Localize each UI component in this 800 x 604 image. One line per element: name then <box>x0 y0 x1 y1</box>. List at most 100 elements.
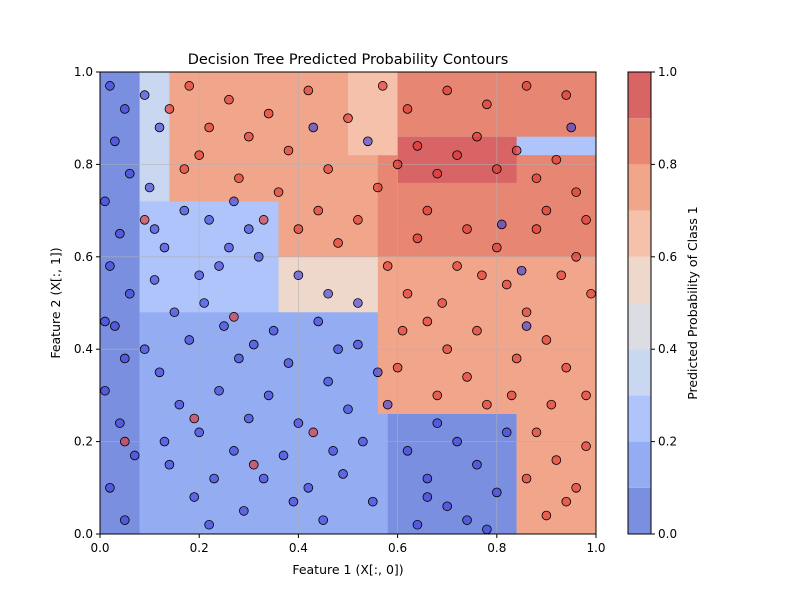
point-class-0 <box>239 506 249 516</box>
colorbar-band <box>628 303 651 350</box>
colorbar-band <box>628 395 651 442</box>
point-class-1 <box>377 81 388 91</box>
point-class-1 <box>581 215 591 225</box>
point-class-0 <box>313 316 324 327</box>
point-class-1 <box>164 104 175 114</box>
point-class-1 <box>541 510 552 521</box>
chart-title: Decision Tree Predicted Probability Cont… <box>188 52 509 68</box>
point-class-0 <box>244 224 254 234</box>
point-class-0 <box>293 418 304 428</box>
point-class-0 <box>278 450 289 461</box>
y-tick-label: 0.8 <box>74 157 93 171</box>
colorbar-tick-label: 0.4 <box>658 342 677 356</box>
point-class-0 <box>115 418 125 428</box>
point-class-1 <box>571 251 581 262</box>
point-class-0 <box>139 90 150 100</box>
point-class-1 <box>412 141 423 151</box>
colorbar-ticks: 0.0 0.2 0.4 0.6 0.8 1.0 <box>651 65 677 541</box>
point-class-0 <box>219 321 229 331</box>
colorbar-band <box>628 118 651 165</box>
point-class-1 <box>506 390 517 401</box>
point-class-0 <box>283 358 294 368</box>
colorbar-tick-label: 0.2 <box>658 435 677 449</box>
colorbar-band <box>628 164 651 211</box>
point-class-1 <box>521 307 532 318</box>
point-class-1 <box>472 325 482 336</box>
point-class-1 <box>372 182 383 193</box>
point-class-0 <box>100 385 110 396</box>
point-class-0 <box>120 515 130 525</box>
y-tick-label: 0.2 <box>74 435 93 449</box>
point-class-1 <box>120 436 130 447</box>
point-class-1 <box>343 113 353 123</box>
point-class-0 <box>179 205 190 216</box>
point-class-0 <box>516 265 527 276</box>
point-class-1 <box>561 496 572 507</box>
point-class-1 <box>229 312 239 322</box>
point-class-0 <box>343 404 353 415</box>
point-class-0 <box>144 182 155 193</box>
point-class-0 <box>432 418 443 428</box>
colorbar-tick-label: 0.8 <box>658 157 677 171</box>
point-class-1 <box>402 288 413 299</box>
point-class-1 <box>541 205 552 216</box>
point-class-1 <box>531 427 542 438</box>
x-tick-label: 0.0 <box>90 541 109 555</box>
point-class-1 <box>204 122 214 133</box>
point-class-0 <box>214 385 224 396</box>
point-class-0 <box>566 122 576 133</box>
colorbar <box>628 72 651 534</box>
point-class-1 <box>437 298 448 308</box>
point-class-0 <box>253 251 264 262</box>
point-class-1 <box>581 441 591 452</box>
contour-region <box>516 413 596 534</box>
point-class-1 <box>382 261 393 271</box>
point-class-0 <box>234 353 244 364</box>
point-class-1 <box>531 173 542 184</box>
point-class-0 <box>139 344 150 355</box>
point-class-1 <box>333 238 343 248</box>
point-class-1 <box>541 335 552 345</box>
colorbar-frame <box>627 71 652 535</box>
point-class-0 <box>124 168 135 179</box>
point-class-0 <box>452 436 462 447</box>
point-class-1 <box>224 94 234 105</box>
point-class-0 <box>189 492 200 502</box>
point-class-1 <box>402 104 413 114</box>
point-class-0 <box>303 482 314 493</box>
point-class-0 <box>105 482 115 493</box>
colorbar-band <box>628 210 651 257</box>
colorbar-band <box>628 487 651 534</box>
point-class-1 <box>482 399 492 410</box>
point-class-0 <box>372 367 383 378</box>
point-class-0 <box>224 242 234 253</box>
point-class-0 <box>199 298 209 308</box>
y-tick-label: 0.4 <box>74 342 93 356</box>
colorbar-band <box>628 256 651 303</box>
point-class-1 <box>491 164 502 174</box>
point-class-0 <box>333 344 343 355</box>
point-class-0 <box>367 496 378 507</box>
point-class-0 <box>120 353 130 364</box>
point-class-1 <box>561 362 572 373</box>
colorbar-tick-label: 0.6 <box>658 250 677 264</box>
point-class-1 <box>581 390 591 401</box>
y-axis-label: Feature 2 (X[:, 1]) <box>48 247 63 358</box>
point-class-0 <box>164 459 175 470</box>
point-class-1 <box>308 427 319 438</box>
point-class-1 <box>571 482 581 493</box>
x-axis-ticks: 0.0 0.2 0.4 0.6 0.8 1.0 <box>90 534 606 555</box>
point-class-0 <box>358 436 368 447</box>
point-class-0 <box>338 469 348 479</box>
point-class-0 <box>422 473 433 484</box>
point-class-0 <box>472 459 482 470</box>
point-class-0 <box>402 446 413 456</box>
point-class-1 <box>412 233 423 244</box>
point-class-1 <box>244 131 254 142</box>
y-tick-label: 0.0 <box>74 527 93 541</box>
point-class-0 <box>110 136 120 147</box>
point-class-0 <box>204 519 214 530</box>
point-class-0 <box>129 450 140 461</box>
contour-region <box>348 72 398 156</box>
point-class-1 <box>462 224 472 234</box>
